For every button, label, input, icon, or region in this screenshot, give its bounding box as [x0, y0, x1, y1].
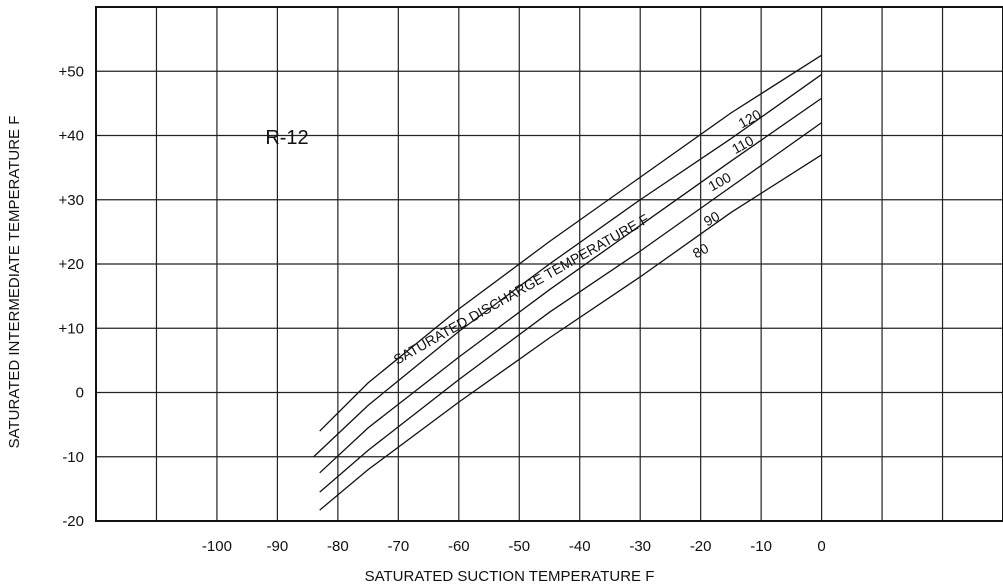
x-tick-label: -80	[327, 538, 349, 555]
y-tick-label: +20	[59, 256, 84, 273]
x-tick-label: 0	[817, 538, 825, 555]
x-tick-labels: -100 -90 -80 -70 -60 -50 -40 -30 -20 -10 0	[202, 538, 826, 555]
x-tick-label: -10	[750, 538, 772, 555]
x-tick-label: -50	[508, 538, 530, 555]
series-line-110	[313, 73, 822, 458]
series-lines	[313, 54, 822, 511]
y-tick-label: +50	[59, 63, 84, 80]
x-tick-label: -20	[690, 538, 712, 555]
series-label-90: 90	[701, 208, 723, 230]
series-line-90	[319, 122, 822, 493]
x-tick-label: -100	[202, 538, 232, 555]
series-label-120: 120	[735, 106, 763, 131]
x-tick-label: -40	[569, 538, 591, 555]
y-tick-label: +10	[59, 320, 84, 337]
x-tick-label: -70	[387, 538, 409, 555]
y-tick-label: -10	[62, 449, 84, 466]
y-axis-label: SATURATED INTERMEDIATE TEMPERATURE F	[6, 116, 23, 449]
x-tick-label: -90	[267, 538, 289, 555]
y-tick-labels: -20 -10 0 +10 +20 +30 +40 +50	[59, 63, 84, 530]
series-line-120	[319, 54, 822, 432]
x-axis-label: SATURATED SUCTION TEMPERATURE F	[365, 568, 655, 585]
y-tick-label: +30	[59, 192, 84, 209]
series-line-80	[319, 154, 822, 511]
x-tick-label: -60	[448, 538, 470, 555]
series-line-100	[319, 97, 822, 474]
refrigerant-label: R-12	[265, 127, 308, 149]
y-tick-label: -20	[62, 513, 84, 530]
x-tick-label: -30	[629, 538, 651, 555]
series-label-100: 100	[705, 169, 733, 194]
discharge-temperature-family-label: SATURATED DISCHARGE TEMPERATURE F	[391, 211, 652, 368]
y-tick-label: 0	[76, 385, 84, 402]
plot-frame	[95, 6, 1003, 522]
series-label-80: 80	[690, 240, 712, 262]
y-tick-label: +40	[59, 128, 84, 145]
